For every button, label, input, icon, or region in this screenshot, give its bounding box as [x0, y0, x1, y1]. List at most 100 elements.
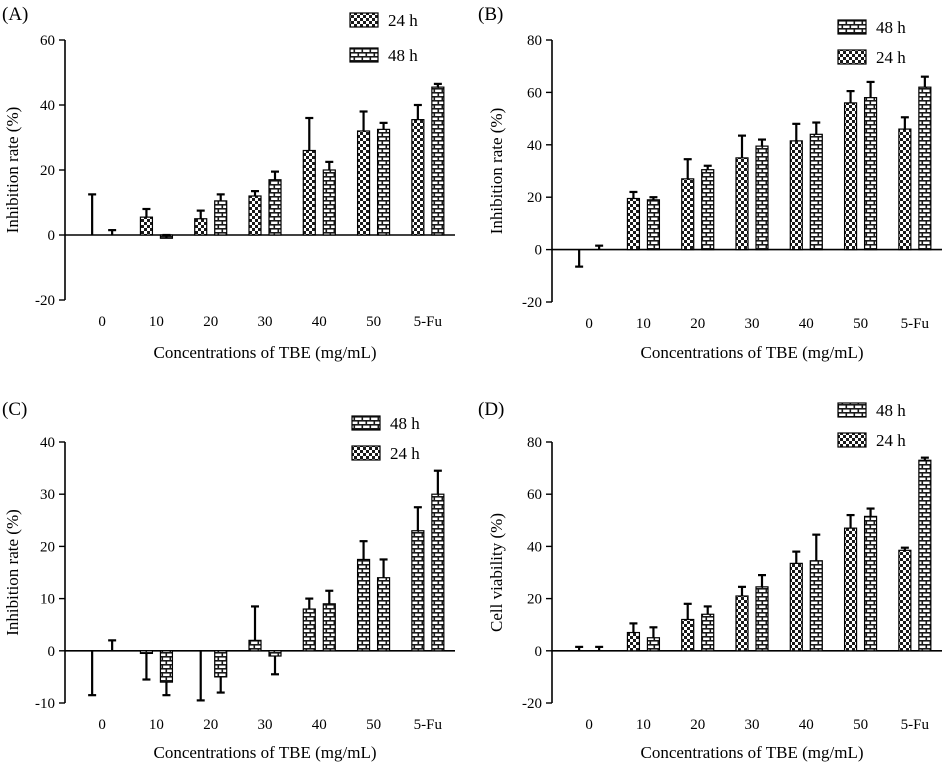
- panel-b: (B) 80 60 40 20 0 -20 Inhibition rate (%) Conce…: [478, 4, 942, 362]
- bar-24h-30: [735, 595, 749, 652]
- x-axis-title: Concentrations of TBE (mg/mL): [640, 743, 863, 762]
- y-tick-label: 0: [48, 644, 56, 660]
- x-axis-title: Concentrations of TBE (mg/mL): [640, 343, 863, 362]
- bar-24h-40: [789, 140, 803, 251]
- legend-swatch-48h: [349, 47, 379, 63]
- bar-48h-50: [863, 97, 878, 251]
- x-axis-title: Concentrations of TBE (mg/mL): [153, 343, 376, 362]
- y-tick-label: 80: [527, 33, 542, 49]
- y-tick-label: 60: [527, 85, 542, 101]
- y-tick-label: 30: [40, 487, 55, 503]
- legend-swatch-24h: [837, 49, 867, 65]
- y-tick-label: 0: [535, 243, 543, 259]
- bar-48h-20: [701, 613, 715, 652]
- x-tick-label: 5-Fu: [901, 717, 930, 733]
- x-tick-label: 0: [98, 717, 106, 733]
- bar-24h-50: [843, 527, 858, 652]
- x-tick-label: 20: [690, 717, 705, 733]
- legend-label: 24 h: [388, 11, 418, 30]
- x-tick-label: 40: [799, 316, 814, 332]
- x-axis-title: Concentrations of TBE (mg/mL): [153, 743, 376, 762]
- bar-24h-20: [681, 618, 695, 652]
- bar-48h-40: [809, 133, 823, 251]
- bar-48h-20: [214, 650, 228, 678]
- x-tick-label: 10: [636, 316, 651, 332]
- bar-24h-5-Fu: [411, 119, 425, 236]
- bar-24h-50: [843, 102, 858, 251]
- bar-48h-30: [268, 179, 282, 236]
- x-tick-label: 0: [98, 314, 106, 330]
- y-tick-label: -20: [522, 696, 542, 712]
- panel-c: (C) 40 30 20 10 0 -10 Inhibition rate (%) Conce…: [2, 399, 455, 762]
- x-tick-label: 40: [799, 717, 814, 733]
- y-tick-label: 60: [40, 33, 55, 49]
- bar-48h-30: [755, 586, 769, 652]
- y-tick-label: 20: [40, 163, 55, 179]
- bar-24h-5-Fu: [898, 549, 912, 652]
- x-tick-label: 5-Fu: [901, 316, 930, 332]
- x-tick-label: 0: [585, 717, 593, 733]
- y-axis-title: Inhibition rate (%): [487, 108, 506, 235]
- x-tick-label: 40: [312, 717, 327, 733]
- bar-48h-40: [322, 603, 336, 652]
- x-tick-label: 10: [149, 717, 164, 733]
- bar-24h-10: [139, 650, 154, 655]
- bar-48h-10: [159, 650, 174, 683]
- bar-48h-40: [809, 560, 823, 652]
- x-tick-label: 10: [149, 314, 164, 330]
- bar-24h-10: [626, 197, 641, 251]
- bar-24h-40: [302, 608, 316, 652]
- bar-48h-10: [646, 199, 661, 251]
- y-tick-label: 40: [527, 539, 542, 555]
- legend-swatch-48h: [837, 402, 867, 418]
- bar-48h-30: [755, 145, 769, 251]
- x-tick-label: 50: [853, 316, 868, 332]
- x-tick-label: 20: [203, 314, 218, 330]
- x-tick-label: 50: [366, 314, 381, 330]
- x-tick-label: 10: [636, 717, 651, 733]
- legend-label: 24 h: [390, 444, 420, 463]
- x-tick-label: 30: [745, 316, 760, 332]
- y-tick-label: 20: [527, 592, 542, 608]
- y-tick-label: 10: [40, 592, 55, 608]
- bar-48h-5-Fu: [918, 459, 932, 652]
- x-tick-label: 5-Fu: [414, 717, 443, 733]
- bar-48h-40: [322, 169, 336, 236]
- y-tick-label: 80: [527, 435, 542, 451]
- legend-swatch-48h: [351, 415, 381, 431]
- bar-48h-50: [376, 128, 391, 236]
- panel-label: (A): [2, 4, 28, 25]
- y-tick-label: -10: [35, 696, 55, 712]
- bar-24h-40: [302, 149, 316, 236]
- x-tick-label: 30: [258, 717, 273, 733]
- bar-48h-5-Fu: [918, 86, 932, 251]
- x-tick-label: 0: [585, 316, 593, 332]
- legend-label: 48 h: [876, 401, 906, 420]
- bar-24h-5-Fu: [898, 128, 912, 251]
- y-tick-label: 0: [48, 228, 56, 244]
- y-tick-label: 20: [527, 190, 542, 206]
- bar-48h-50: [376, 577, 391, 652]
- legend-label: 24 h: [876, 431, 906, 450]
- bar-24h-30: [248, 195, 262, 236]
- bar-48h-5-Fu: [431, 493, 445, 652]
- bar-48h-5-Fu: [431, 86, 445, 236]
- x-tick-label: 20: [690, 316, 705, 332]
- bar-24h-5-Fu: [411, 530, 425, 652]
- panel-label: (B): [478, 4, 503, 25]
- bar-24h-30: [735, 157, 749, 251]
- bar-24h-10: [139, 216, 154, 236]
- x-tick-label: 30: [745, 717, 760, 733]
- bar-48h-20: [214, 200, 228, 236]
- bar-24h-50: [356, 558, 371, 652]
- legend-swatch-48h: [837, 19, 867, 35]
- y-tick-label: 20: [40, 539, 55, 555]
- panel-label: (D): [478, 399, 504, 420]
- y-axis-title: Cell viability (%): [487, 513, 506, 632]
- x-tick-label: 30: [258, 314, 273, 330]
- bar-48h-30: [268, 650, 282, 657]
- legend-label: 48 h: [390, 414, 420, 433]
- legend-swatch-24h: [349, 12, 379, 28]
- y-tick-label: 40: [40, 435, 55, 451]
